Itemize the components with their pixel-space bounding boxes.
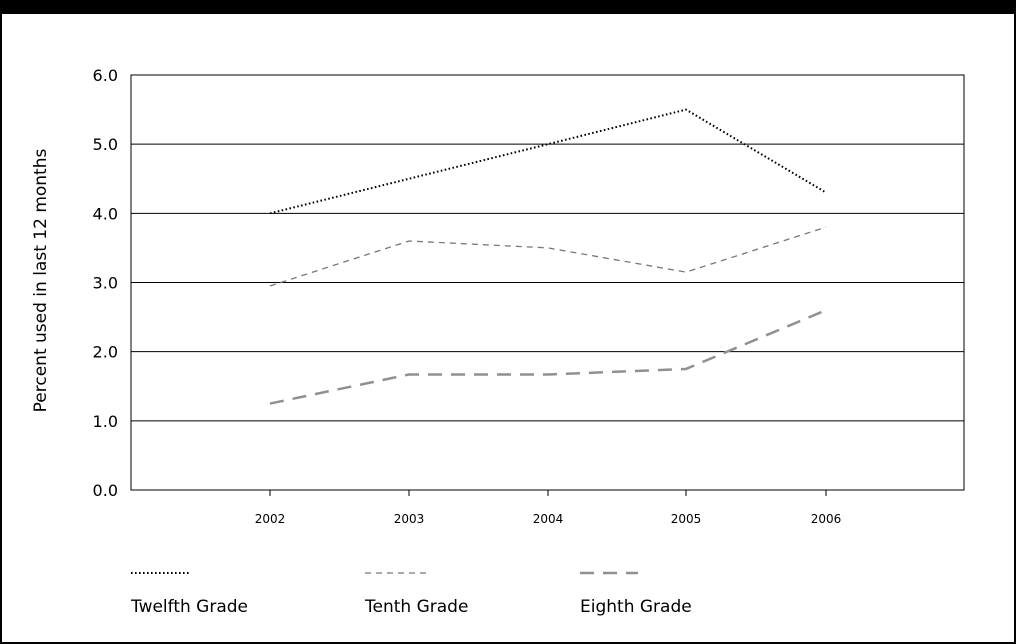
series-lines [269, 108, 827, 405]
legend-label: Tenth Grade [364, 597, 468, 617]
y-axis-title: Percent used in last 12 months [31, 149, 51, 413]
y-tick-label: 6.0 [93, 66, 118, 85]
left-border [0, 0, 2, 644]
data-point [685, 109, 687, 111]
legend: Twelfth Grade Tenth Grade Eighth Grade [130, 571, 692, 617]
y-axis-ticks: 0.0 1.0 2.0 3.0 4.0 5.0 6.0 [93, 66, 118, 500]
y-tick-label: 0.0 [93, 481, 118, 500]
x-tick-label: 2002 [255, 512, 286, 526]
y-tick-label: 4.0 [93, 204, 118, 223]
series-line [269, 309, 827, 405]
right-border [1014, 0, 1016, 644]
x-axis-ticks: 2002 2003 2004 2005 2006 [255, 490, 842, 526]
y-tick-label: 2.0 [93, 343, 118, 362]
data-point [547, 143, 549, 145]
x-tick-label: 2004 [533, 512, 564, 526]
data-point [269, 285, 271, 287]
legend-label: Eighth Grade [580, 597, 692, 617]
series-line [269, 226, 827, 287]
data-point [825, 309, 827, 311]
data-point [547, 247, 549, 249]
data-point [408, 374, 410, 376]
y-tick-label: 3.0 [93, 274, 118, 293]
data-point [685, 368, 687, 370]
data-point [408, 240, 410, 242]
data-point [825, 192, 827, 194]
x-tick-label: 2005 [671, 512, 702, 526]
x-tick-label: 2003 [394, 512, 425, 526]
x-tick-label: 2006 [811, 512, 842, 526]
data-point [685, 271, 687, 273]
series-line [269, 108, 827, 215]
data-point [269, 213, 271, 215]
legend-label: Twelfth Grade [130, 597, 248, 617]
y-tick-label: 1.0 [93, 412, 118, 431]
top-border-bar [0, 0, 1016, 14]
y-tick-label: 5.0 [93, 135, 118, 154]
data-point [825, 226, 827, 228]
data-point [408, 178, 410, 180]
data-point [547, 374, 549, 376]
bottom-border [0, 642, 1016, 644]
gridlines [131, 74, 964, 491]
data-point [269, 403, 271, 405]
